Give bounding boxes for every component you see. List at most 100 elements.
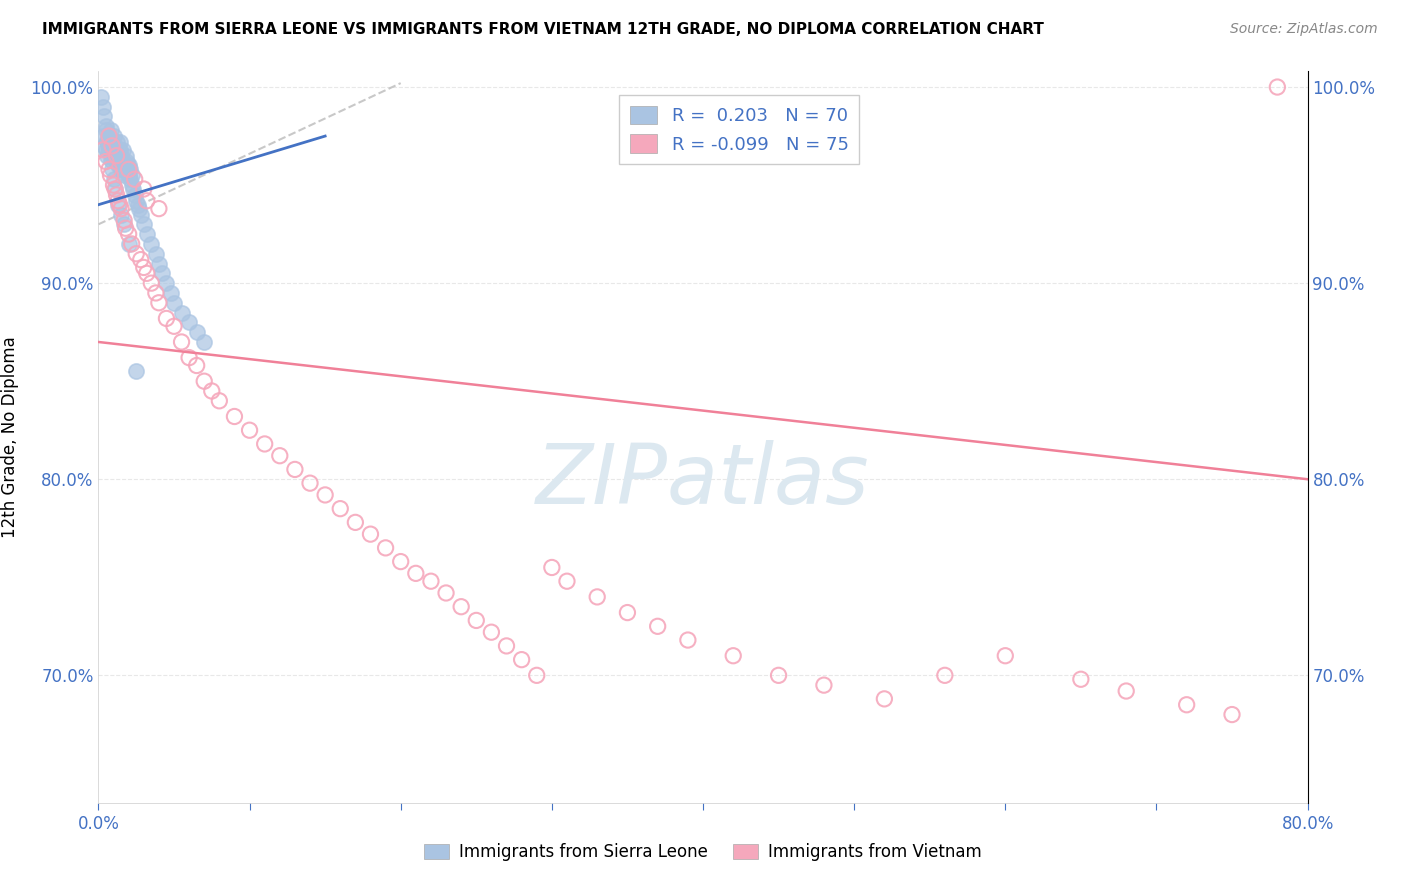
Point xyxy=(96,135,118,149)
Point xyxy=(124,187,146,202)
Point xyxy=(118,227,141,241)
Point xyxy=(105,187,128,202)
Point xyxy=(129,207,152,221)
Point xyxy=(647,619,669,633)
Point xyxy=(110,162,132,177)
Point xyxy=(420,574,443,589)
Point xyxy=(145,246,167,260)
Point xyxy=(103,172,125,186)
Point xyxy=(132,182,155,196)
Point xyxy=(450,599,472,614)
Point xyxy=(112,213,135,227)
Point xyxy=(344,516,367,530)
Point xyxy=(239,423,262,437)
Point xyxy=(107,159,129,173)
Legend: Immigrants from Sierra Leone, Immigrants from Vietnam: Immigrants from Sierra Leone, Immigrants… xyxy=(418,837,988,868)
Point xyxy=(121,178,143,193)
Point xyxy=(1070,673,1092,687)
Point xyxy=(125,246,148,260)
Point xyxy=(284,462,307,476)
Point xyxy=(360,527,382,541)
Point xyxy=(111,143,134,157)
Point xyxy=(269,449,291,463)
Point xyxy=(110,202,132,216)
Point xyxy=(100,169,122,183)
Point xyxy=(155,311,177,326)
Point xyxy=(98,143,121,157)
Point xyxy=(111,154,134,169)
Point xyxy=(105,149,128,163)
Point xyxy=(120,162,142,177)
Point xyxy=(994,648,1017,663)
Point xyxy=(114,149,136,163)
Point xyxy=(813,678,835,692)
Point xyxy=(873,691,896,706)
Point xyxy=(141,276,163,290)
Point xyxy=(314,488,336,502)
Point xyxy=(145,285,167,300)
Point xyxy=(103,129,125,144)
Point xyxy=(94,123,117,137)
Point xyxy=(434,586,457,600)
Text: Source: ZipAtlas.com: Source: ZipAtlas.com xyxy=(1230,22,1378,37)
Point xyxy=(91,129,114,144)
Point xyxy=(114,159,136,173)
Point xyxy=(96,149,118,163)
Point xyxy=(101,162,124,177)
Point xyxy=(104,153,127,167)
Point xyxy=(540,560,562,574)
Point xyxy=(93,139,115,153)
Point xyxy=(141,236,163,251)
Point xyxy=(98,129,121,144)
Point xyxy=(96,133,118,147)
Point xyxy=(100,139,122,153)
Point xyxy=(98,143,121,157)
Point xyxy=(121,169,143,183)
Point xyxy=(148,256,170,270)
Point xyxy=(329,501,352,516)
Point xyxy=(676,633,699,648)
Point xyxy=(118,159,141,173)
Point xyxy=(120,172,142,186)
Point xyxy=(125,364,148,378)
Point xyxy=(124,172,146,186)
Point xyxy=(108,197,131,211)
Point xyxy=(115,162,138,177)
Point xyxy=(103,178,125,193)
Point xyxy=(150,266,173,280)
Point xyxy=(94,120,117,134)
Point xyxy=(299,476,322,491)
Point xyxy=(1115,684,1137,698)
Point xyxy=(135,266,157,280)
Point xyxy=(163,319,186,334)
Y-axis label: 12th Grade, No Diploma: 12th Grade, No Diploma xyxy=(1,336,20,538)
Point xyxy=(108,135,131,149)
Point xyxy=(526,668,548,682)
Point xyxy=(118,236,141,251)
Point xyxy=(101,139,124,153)
Point xyxy=(93,110,115,124)
Point xyxy=(104,182,127,196)
Point xyxy=(148,295,170,310)
Point xyxy=(125,194,148,208)
Point xyxy=(105,149,128,163)
Point xyxy=(91,100,114,114)
Point xyxy=(104,139,127,153)
Point xyxy=(127,197,149,211)
Point xyxy=(110,149,132,163)
Point xyxy=(112,217,135,231)
Point xyxy=(105,135,128,149)
Point xyxy=(193,374,215,388)
Point xyxy=(253,437,276,451)
Point xyxy=(118,162,141,177)
Point xyxy=(128,202,150,216)
Point xyxy=(163,295,186,310)
Point xyxy=(104,182,127,196)
Point xyxy=(107,194,129,208)
Point xyxy=(170,305,193,319)
Point xyxy=(179,315,201,329)
Point xyxy=(179,351,201,365)
Point xyxy=(155,276,177,290)
Point xyxy=(114,221,136,235)
Point xyxy=(101,135,124,149)
